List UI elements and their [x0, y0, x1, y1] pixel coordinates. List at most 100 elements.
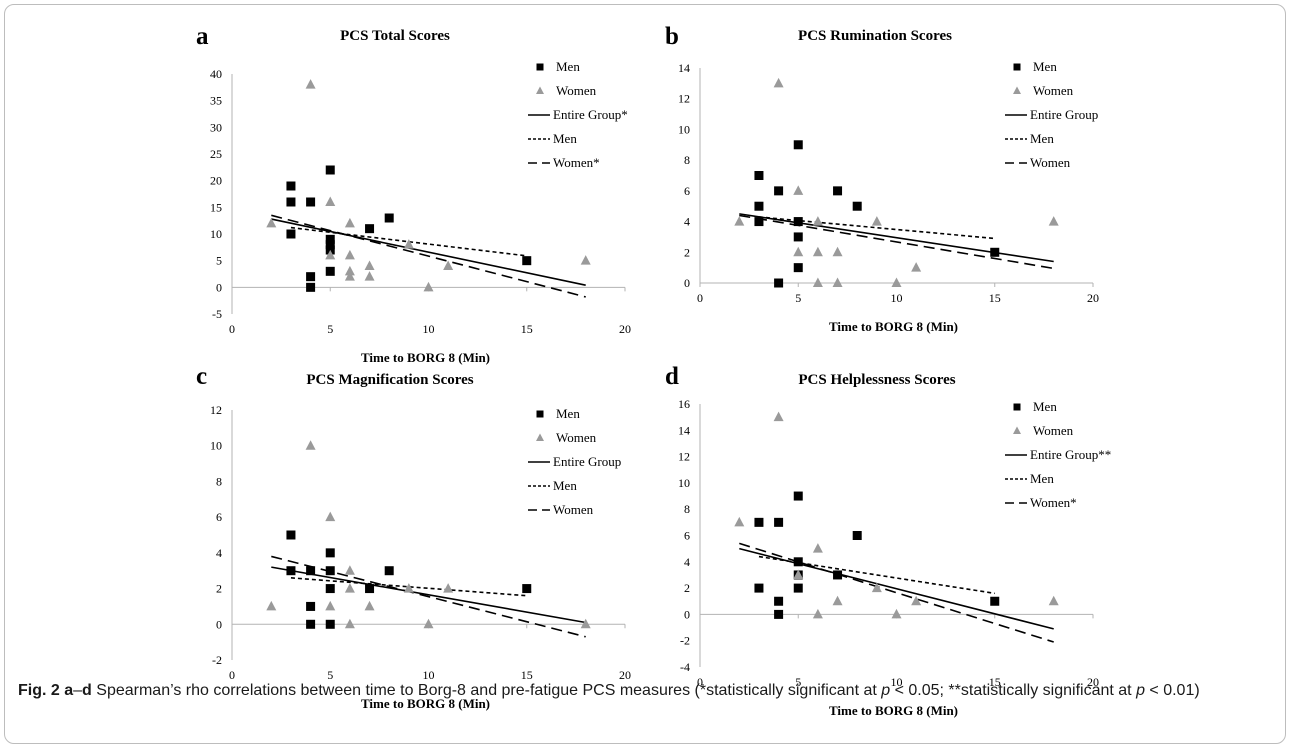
data-point-women	[871, 582, 882, 593]
data-point-men	[793, 491, 803, 501]
y-tick-label: 12	[210, 403, 222, 417]
chart-title: PCS Magnification Scores	[306, 372, 473, 388]
data-point-women	[344, 583, 355, 593]
data-point-women	[871, 216, 882, 226]
legend-label: Men	[1030, 471, 1054, 486]
x-tick-label: 5	[327, 322, 333, 336]
y-tick-label: 14	[678, 61, 690, 75]
y-tick-label: 2	[216, 582, 222, 596]
trendline-solid	[739, 213, 1054, 263]
x-tick-label: 10	[891, 291, 903, 305]
legend-label: Women	[1033, 423, 1074, 438]
y-tick-label: 0	[684, 607, 690, 621]
data-point-men	[286, 566, 296, 576]
data-point-men	[325, 240, 335, 250]
data-point-men	[286, 530, 296, 540]
legend-label: Men	[1033, 59, 1057, 74]
data-point-women	[812, 277, 823, 287]
data-point-men	[325, 619, 335, 629]
data-point-women	[812, 216, 823, 226]
x-tick-label: 0	[697, 675, 703, 689]
y-tick-label: 10	[678, 122, 690, 136]
y-tick-label: 6	[684, 184, 690, 198]
x-tick-label: 5	[327, 668, 333, 682]
panel-letter: b	[665, 23, 679, 50]
y-tick-label: 16	[678, 397, 690, 411]
data-point-women	[812, 543, 823, 553]
panel-letter: a	[196, 23, 209, 50]
data-point-men	[325, 566, 335, 576]
x-tick-label: 5	[795, 291, 801, 305]
data-point-women	[793, 569, 804, 579]
legend-marker-women	[536, 86, 544, 94]
data-point-men	[365, 584, 375, 594]
legend-marker-men	[1013, 403, 1021, 411]
y-tick-label: 10	[678, 476, 690, 490]
x-tick-label: 15	[989, 675, 1001, 689]
y-tick-label: 4	[684, 555, 690, 569]
data-point-men	[793, 557, 803, 567]
data-point-women	[266, 217, 277, 228]
caption-dash: –	[73, 682, 83, 699]
legend-label: Men	[553, 131, 577, 146]
trendline-solid	[739, 547, 1054, 630]
y-tick-label: 6	[684, 529, 690, 543]
data-point-men	[306, 566, 316, 576]
legend-marker-men	[536, 410, 544, 418]
y-tick-label: 12	[678, 450, 690, 464]
figure-caption: Fig. 2 a–d Spearman’s rho correlations b…	[18, 680, 1273, 702]
data-point-men	[522, 584, 532, 594]
data-point-men	[793, 140, 803, 150]
y-tick-label: 12	[678, 92, 690, 106]
data-point-women	[832, 246, 843, 257]
legend-label: Women*	[1030, 495, 1077, 510]
data-point-women	[911, 595, 922, 606]
y-tick-label: -4	[680, 660, 690, 674]
data-point-women	[266, 600, 277, 611]
data-point-men	[793, 217, 803, 227]
y-tick-label: 10	[210, 227, 222, 241]
x-axis-label: Time to BORG 8 (Min)	[361, 350, 490, 365]
data-point-men	[754, 201, 764, 211]
y-tick-label: 4	[216, 546, 222, 560]
legend-label: Men	[556, 406, 580, 421]
data-point-women	[364, 260, 375, 270]
data-point-women	[403, 583, 414, 593]
data-point-men	[833, 570, 843, 580]
data-point-men	[325, 266, 335, 276]
data-point-women	[1048, 216, 1059, 226]
trendline-solid	[271, 566, 586, 624]
data-point-women	[364, 600, 375, 611]
data-point-women	[344, 618, 355, 629]
trendline-dotted	[290, 226, 527, 257]
data-point-men	[774, 596, 784, 606]
data-point-women	[891, 277, 902, 287]
data-point-women	[911, 262, 922, 272]
data-point-women	[832, 595, 843, 606]
legend-label: Women	[553, 502, 594, 517]
legend-marker-women	[536, 433, 544, 441]
y-tick-label: 5	[216, 254, 222, 268]
data-point-women	[423, 281, 434, 292]
caption-fig-label: Fig. 2	[18, 682, 60, 699]
data-point-women	[443, 260, 454, 270]
data-point-men	[306, 197, 316, 207]
y-tick-label: 14	[678, 423, 690, 437]
data-point-women	[344, 565, 355, 575]
data-point-men	[754, 583, 764, 593]
y-tick-label: 2	[684, 245, 690, 259]
x-axis-label: Time to BORG 8 (Min)	[829, 703, 958, 718]
legend-label: Women*	[553, 155, 600, 170]
legend-marker-women	[1013, 86, 1021, 94]
data-point-men	[325, 234, 335, 244]
x-tick-label: 10	[423, 322, 435, 336]
legend-label: Men	[1030, 131, 1054, 146]
x-axis-label: Time to BORG 8 (Min)	[829, 319, 958, 334]
trendline-dashed	[271, 214, 586, 298]
data-point-men	[793, 232, 803, 242]
data-point-women	[364, 271, 375, 281]
x-tick-label: 20	[619, 668, 631, 682]
x-axis-label: Time to BORG 8 (Min)	[361, 696, 490, 711]
y-tick-label: 40	[210, 67, 222, 81]
